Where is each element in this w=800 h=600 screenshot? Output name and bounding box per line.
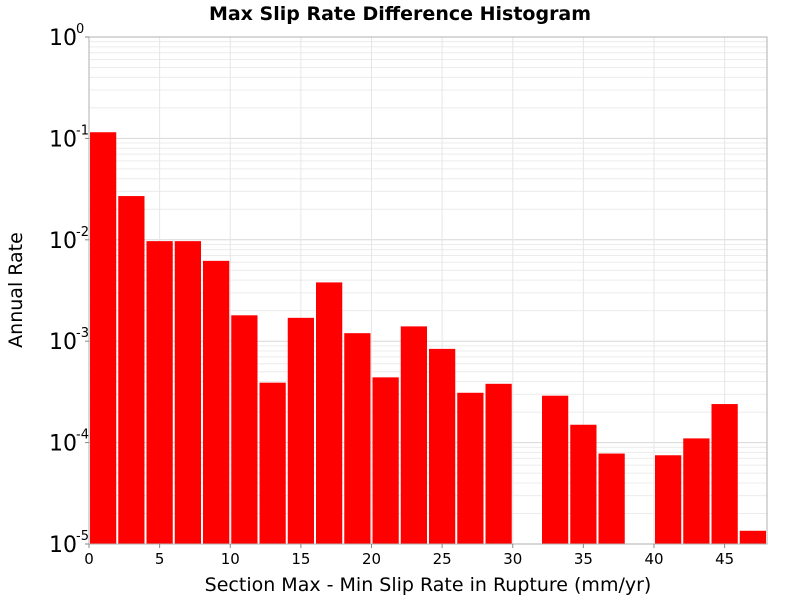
histogram-bar <box>118 196 145 545</box>
histogram-bar <box>598 453 625 544</box>
y-tick-label-base: 10 <box>49 229 77 254</box>
histogram-bar <box>372 377 399 544</box>
histogram-bar <box>683 438 710 544</box>
plot-border <box>88 36 768 545</box>
y-tick-label-exponent: -1 <box>76 123 89 138</box>
x-tick-label: 25 <box>433 550 452 568</box>
chart-title: Max Slip Rate Difference Histogram <box>209 3 591 25</box>
histogram-bar <box>542 395 569 544</box>
histogram-bar <box>485 383 512 544</box>
x-tick-label: 5 <box>155 550 165 568</box>
histogram-bar <box>316 282 343 544</box>
y-tick-label-exponent: -4 <box>76 428 89 443</box>
histogram-bar <box>174 241 201 544</box>
histogram-bar <box>344 333 371 544</box>
bars <box>90 132 766 545</box>
grid-lines <box>88 37 767 545</box>
y-tick-label-exponent: -2 <box>76 225 89 240</box>
histogram-bar <box>570 424 597 544</box>
x-axis-ticks: 0 5 10 15 20 25 30 35 40 45 <box>84 544 734 568</box>
histogram-bar <box>400 326 427 544</box>
x-tick-label: 45 <box>715 550 734 568</box>
x-tick-label: 10 <box>221 550 240 568</box>
y-tick-label-exponent: -3 <box>76 326 89 341</box>
y-tick-label-exponent: -5 <box>76 529 89 544</box>
histogram-bar <box>259 382 286 544</box>
x-axis-label: Section Max - Min Slip Rate in Rupture (… <box>205 574 652 596</box>
histogram-bar <box>287 317 314 544</box>
x-tick-label: 35 <box>574 550 593 568</box>
histogram-bar <box>203 260 230 544</box>
histogram-bar <box>231 315 258 544</box>
histogram-bar <box>457 392 484 544</box>
y-tick-label-base: 10 <box>49 26 77 51</box>
x-tick-label: 15 <box>291 550 310 568</box>
y-tick-label-base: 10 <box>49 432 77 457</box>
histogram-bar <box>90 132 117 544</box>
histogram-bar <box>655 455 682 544</box>
y-axis-label: Annual Rate <box>5 232 27 348</box>
histogram-bar <box>146 241 173 544</box>
histogram-bar <box>739 530 766 544</box>
histogram-bar <box>429 348 456 544</box>
x-tick-label: 30 <box>503 550 522 568</box>
y-tick-label-base: 10 <box>49 127 77 152</box>
x-tick-label: 20 <box>362 550 381 568</box>
y-tick-label-base: 10 <box>49 330 77 355</box>
y-tick-label-base: 10 <box>49 533 77 558</box>
histogram-bar <box>711 404 738 544</box>
y-tick-label-exponent: 0 <box>76 22 84 37</box>
x-tick-label: 0 <box>84 550 94 568</box>
x-tick-label: 40 <box>644 550 663 568</box>
